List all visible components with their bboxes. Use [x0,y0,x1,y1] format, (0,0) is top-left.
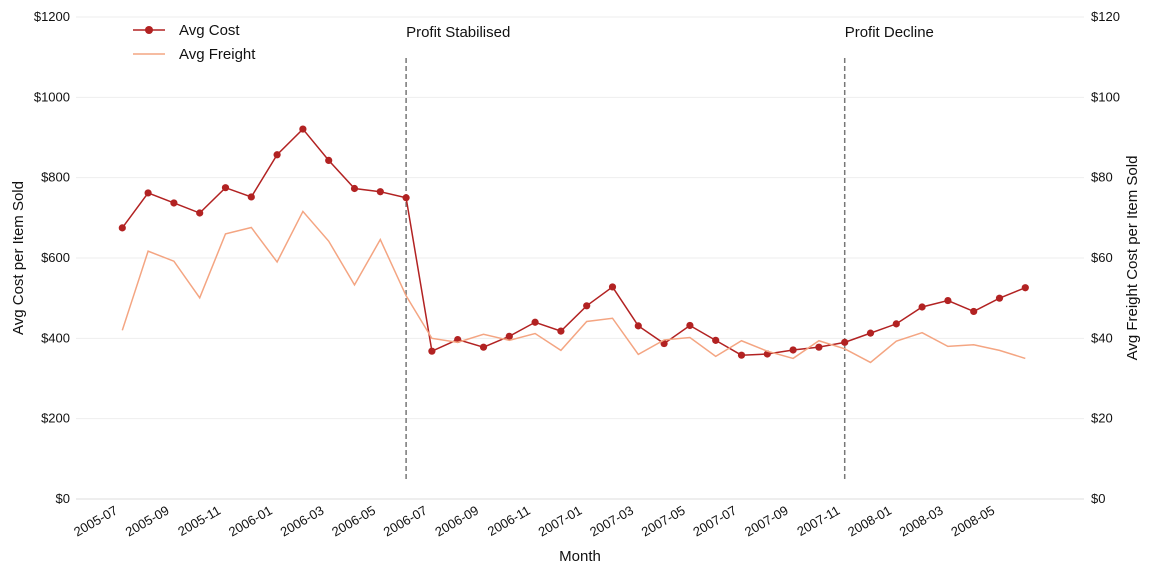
series [118,125,1029,364]
x-tick-label: 2006-05 [329,503,378,540]
data-point [376,188,384,196]
data-point [841,338,849,346]
data-point [428,347,436,355]
grid-lines [76,16,1084,500]
data-point [144,189,152,197]
left-y-axis-ticks: $0 $200 $400 $600 $800 $1000 $1200 [34,9,70,506]
series-line-avg-cost [121,127,1026,356]
data-point [634,322,642,330]
data-point [918,303,926,311]
series-line-avg-freight [121,210,1026,364]
x-tick-label: 2006-03 [278,503,327,540]
data-point [789,346,797,354]
x-tick-label: 2006-07 [381,503,430,540]
legend: Avg Cost Avg Freight [133,22,256,63]
x-tick-label: 2007-11 [794,503,842,539]
data-point [944,296,952,305]
left-y-tick-label: $200 [41,411,70,426]
annotation-label: Profit Stabilised [406,24,510,41]
data-point [737,351,746,359]
data-point [583,302,591,310]
left-y-tick-label: $400 [41,330,70,345]
x-tick-label: 2006-11 [485,503,533,539]
data-point [815,343,823,351]
left-y-tick-label: $0 [56,491,70,506]
data-point [608,283,617,291]
data-point [118,224,126,232]
data-point [299,125,307,133]
x-tick-label: 2008-05 [948,503,997,540]
left-y-axis-title: Avg Cost per Item Sold [10,181,27,335]
x-tick-label: 2007-05 [639,503,688,540]
data-point [686,321,694,330]
data-point [557,327,565,335]
data-point [221,184,230,192]
data-point [325,156,333,164]
x-tick-label: 2005-11 [175,503,223,539]
data-point [1021,284,1029,292]
left-y-tick-label: $800 [41,170,70,185]
legend-label: Avg Freight [179,46,256,63]
right-y-tick-label: $100 [1091,89,1120,104]
left-y-tick-label: $1200 [34,9,70,24]
right-y-tick-label: $0 [1091,491,1105,506]
data-point [712,336,720,344]
right-y-tick-label: $120 [1091,9,1120,24]
data-point [350,184,359,193]
data-point [196,209,204,217]
data-point [995,294,1004,302]
data-point [402,194,410,202]
legend-label: Avg Cost [179,22,240,39]
right-y-tick-label: $40 [1091,330,1113,345]
x-tick-label: 2008-01 [845,503,894,540]
right-y-tick-label: $60 [1091,250,1113,265]
x-tick-label: 2008-03 [897,503,946,540]
left-y-tick-label: $1000 [34,89,70,104]
data-point [866,329,875,337]
left-y-tick-label: $600 [41,250,70,265]
right-y-axis-title: Avg Freight Cost per Item Sold [1124,156,1141,361]
data-point [505,332,513,340]
right-y-tick-label: $20 [1091,411,1113,426]
x-tick-label: 2007-01 [536,503,585,540]
x-tick-label: 2007-07 [690,503,739,540]
x-axis-title: Month [559,548,601,565]
data-point [273,151,281,159]
data-point [970,307,978,316]
x-axis-ticks: 2005-07 2005-09 2005-11 2006-01 2006-03 2006-… [71,503,997,540]
data-point [531,318,539,326]
x-tick-label: 2005-07 [71,503,120,540]
right-y-axis-ticks: $0 $20 $40 $60 $80 $100 $120 [1091,9,1120,506]
x-tick-label: 2006-01 [226,503,275,540]
x-tick-label: 2005-09 [123,503,172,540]
x-tick-label: 2007-09 [742,503,791,540]
data-point [247,193,255,201]
right-y-tick-label: $80 [1091,170,1113,185]
data-point [170,199,178,207]
annotation-label: Profit Decline [845,24,934,41]
x-tick-label: 2007-03 [587,503,636,540]
data-point [892,320,900,328]
annotations: Profit Stabilised Profit Decline [405,24,934,480]
x-tick-label: 2006-09 [432,503,481,540]
data-point [479,343,488,351]
legend-marker [145,26,153,34]
